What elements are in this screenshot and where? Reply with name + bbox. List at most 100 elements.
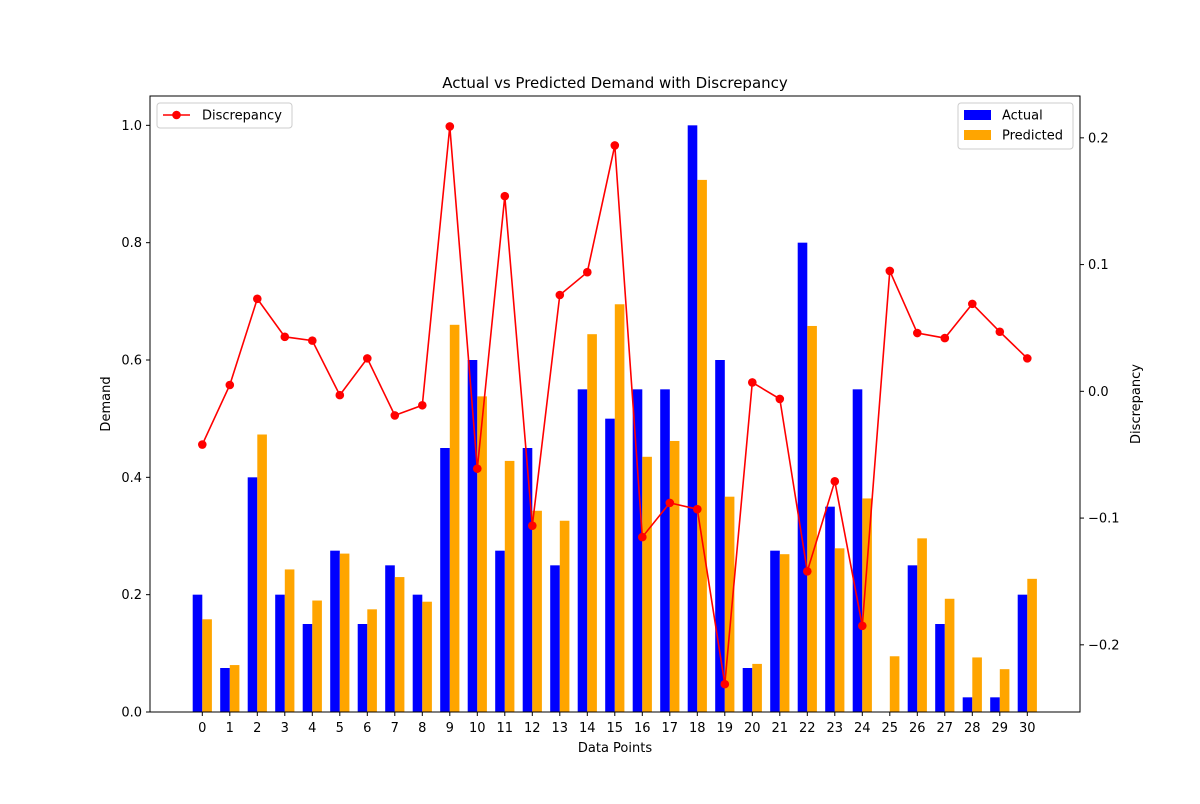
x-tick-label-29: 29	[992, 721, 1009, 736]
bar-actual-29	[990, 697, 1000, 712]
bar-predicted-13	[559, 520, 570, 712]
bar-predicted-2	[257, 434, 267, 712]
bar-predicted-0	[202, 619, 212, 712]
chart-title: Actual vs Predicted Demand with Discrepa…	[442, 74, 788, 92]
bar-predicted-29	[999, 669, 1010, 712]
bar-predicted-28	[972, 657, 982, 712]
legend-marker-swatch	[172, 110, 181, 120]
discrepancy-point-20	[748, 378, 757, 387]
discrepancy-point-22	[803, 567, 812, 576]
x-tick-label-15: 15	[607, 721, 624, 736]
legend-label-discrepancy: Discrepancy	[202, 109, 282, 124]
bar-predicted-18	[697, 179, 707, 713]
discrepancy-point-12	[528, 521, 537, 530]
x-tick-label-22: 22	[799, 721, 816, 736]
discrepancy-point-10	[473, 464, 482, 473]
x-tick-label-0: 0	[198, 721, 206, 736]
discrepancy-point-1	[225, 380, 235, 390]
legend-bars: Actual Predicted	[957, 102, 1074, 150]
bar-actual-21	[770, 550, 780, 712]
discrepancy-point-25	[885, 266, 895, 276]
y-axis-label: Demand	[99, 376, 114, 431]
bar-actual-19	[715, 360, 725, 712]
x-axis: 0 1 2 3 4 5 6 7 8 9 10 11 12 13 14 15 16 17 18 19 20 21 22 23 24…	[198, 712, 1036, 736]
legend-swatch-actual	[964, 110, 991, 120]
y-tick-label-1: 0.2	[121, 588, 142, 603]
bars-layer	[192, 125, 1037, 713]
bar-actual-15	[605, 418, 615, 712]
x-tick-label-21: 21	[772, 721, 789, 736]
discrepancy-point-28	[968, 299, 977, 309]
x-tick-label-7: 7	[391, 721, 399, 736]
bar-actual-23	[825, 506, 835, 712]
bar-predicted-14	[587, 334, 597, 712]
discrepancy-point-23	[830, 477, 840, 486]
discrepancy-point-9	[445, 122, 455, 131]
x-tick-label-10: 10	[469, 721, 486, 736]
discrepancy-point-19	[720, 679, 730, 689]
bar-actual-14	[577, 389, 588, 712]
x-tick-label-27: 27	[937, 721, 954, 736]
x-tick-label-13: 13	[552, 721, 569, 736]
x-tick-label-11: 11	[497, 721, 514, 736]
x-tick-label-30: 30	[1019, 721, 1036, 736]
bar-predicted-17	[669, 440, 680, 712]
discrepancy-point-21	[775, 394, 785, 404]
discrepancy-point-26	[913, 328, 922, 338]
bar-predicted-26	[917, 538, 927, 712]
discrepancy-point-24	[858, 621, 867, 631]
x-tick-label-12: 12	[524, 721, 541, 736]
bar-predicted-12	[532, 510, 542, 712]
bar-predicted-10	[477, 396, 487, 712]
bar-predicted-1	[229, 665, 240, 712]
bar-actual-12	[522, 448, 533, 712]
bar-actual-3	[275, 594, 285, 712]
discrepancy-point-2	[252, 294, 262, 304]
bar-predicted-15	[614, 304, 625, 712]
y2-tick-label-4: 0.2	[1088, 131, 1109, 146]
bar-predicted-3	[284, 569, 295, 712]
bar-actual-16	[632, 389, 643, 712]
x-tick-label-4: 4	[308, 721, 316, 736]
discrepancy-point-30	[1023, 354, 1032, 363]
bar-predicted-24	[862, 498, 872, 712]
bar-predicted-21	[779, 554, 790, 712]
bar-actual-4	[302, 624, 313, 712]
discrepancy-point-15	[610, 141, 620, 150]
bar-actual-17	[660, 389, 670, 712]
x-tick-label-14: 14	[579, 721, 596, 736]
x-tick-label-3: 3	[281, 721, 289, 736]
legend-discrepancy: Discrepancy	[156, 102, 293, 129]
y2-tick-label-1: −0.1	[1088, 512, 1120, 527]
bar-predicted-4	[312, 600, 322, 712]
x-tick-label-19: 19	[717, 721, 734, 736]
bar-predicted-8	[422, 601, 432, 712]
legend-swatch-predicted	[964, 130, 991, 140]
discrepancy-point-18	[693, 504, 702, 514]
bar-predicted-5	[339, 553, 350, 712]
bar-predicted-30	[1027, 578, 1037, 712]
y2-tick-label-3: 0.1	[1088, 258, 1109, 273]
y-tick-label-2: 0.4	[121, 471, 142, 486]
x-tick-label-9: 9	[446, 721, 454, 736]
bar-actual-22	[797, 242, 808, 712]
x-tick-label-24: 24	[854, 721, 871, 736]
x-tick-label-2: 2	[253, 721, 261, 736]
legend-box	[156, 102, 293, 129]
y-tick-label-0: 0.0	[121, 706, 142, 721]
x-tick-label-17: 17	[662, 721, 679, 736]
x-tick-label-23: 23	[827, 721, 844, 736]
discrepancy-point-7	[390, 411, 400, 420]
discrepancy-point-11	[500, 191, 510, 201]
discrepancy-point-4	[308, 336, 317, 345]
x-tick-label-20: 20	[744, 721, 761, 736]
y-tick-label-5: 1.0	[121, 119, 142, 134]
discrepancy-point-6	[363, 354, 372, 363]
bar-actual-30	[1017, 594, 1028, 712]
x-tick-label-28: 28	[964, 721, 981, 736]
y2-tick-label-0: −0.2	[1088, 638, 1120, 653]
discrepancy-point-8	[418, 400, 427, 410]
bar-actual-6	[357, 624, 368, 712]
